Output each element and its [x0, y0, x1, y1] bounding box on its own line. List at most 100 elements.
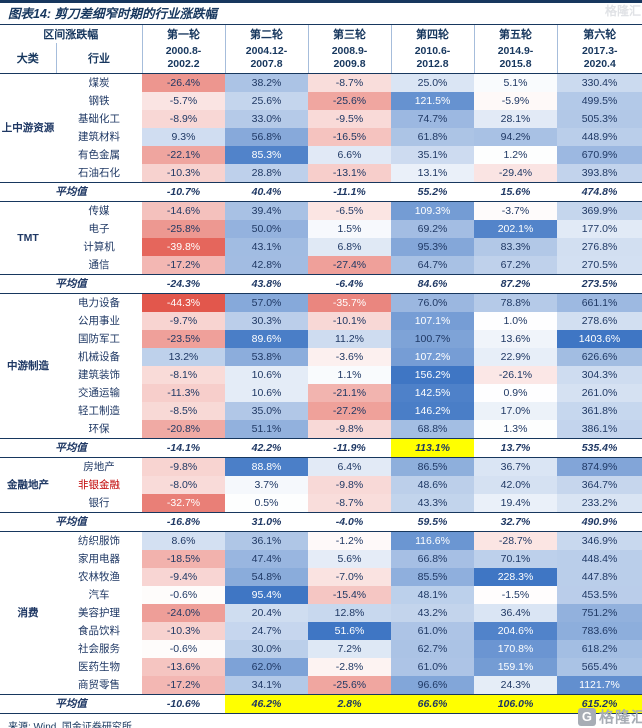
average-value-cell: 43.8%: [225, 273, 308, 294]
industry-label-cell: 交通运输: [78, 386, 120, 399]
average-row: 平均值 -10.7% 40.4% -11.1% 55.2% 15.6% 474.8%: [0, 181, 642, 202]
value-cell: 48.1%: [391, 585, 474, 604]
industry-label-cell: 煤炭: [88, 76, 110, 89]
value-cell: -8.0%: [142, 475, 225, 494]
value-cell: 20.4%: [225, 603, 308, 622]
value-cell: 346.9%: [557, 531, 642, 550]
category-cell: 消费: [17, 606, 39, 619]
industry-label-cell: 商贸零售: [78, 678, 120, 691]
value-cell: 202.1%: [474, 219, 557, 238]
value-cell: 393.8%: [557, 163, 642, 182]
average-value-cell: -11.9%: [308, 437, 391, 458]
average-value-cell: -10.6%: [142, 693, 225, 714]
value-cell: -28.7%: [474, 531, 557, 550]
value-cell: 89.6%: [225, 329, 308, 348]
value-cell: 39.4%: [225, 201, 308, 220]
table-header: 区间涨跌幅 第一轮 第二轮 第三轮 第四轮 第五轮 第六轮 大类 行业 2000.8- 2…: [0, 25, 642, 74]
value-cell: 61.8%: [391, 127, 474, 146]
average-value-cell: 106.0%: [474, 693, 557, 714]
value-cell: -24.0%: [142, 603, 225, 622]
value-cell: 85.3%: [225, 145, 308, 164]
average-value-cell: -6.4%: [308, 273, 391, 294]
value-cell: -35.7%: [308, 293, 391, 312]
industry-row: 钢铁 -5.7% 25.6% -25.6% 121.5% -5.9% 499.5%: [0, 91, 642, 110]
value-cell: 751.2%: [557, 603, 642, 622]
value-cell: -25.6%: [308, 91, 391, 110]
value-cell: 50.0%: [225, 219, 308, 238]
average-label-cell: 平均值: [0, 511, 142, 532]
value-cell: 6.6%: [308, 145, 391, 164]
source-note: 来源: Wind, 国金证券研究所: [8, 721, 132, 728]
value-cell: 100.7%: [391, 329, 474, 348]
average-value-cell: -16.8%: [142, 511, 225, 532]
value-cell: 107.2%: [391, 347, 474, 366]
industry-row: 消费 纺织服饰 8.6% 36.1% -1.2% 116.6% -28.7% 346.9%: [0, 531, 642, 619]
value-cell: 74.7%: [391, 109, 474, 128]
value-cell: -17.2%: [142, 255, 225, 274]
value-cell: -10.3%: [142, 163, 225, 182]
value-cell: -1.5%: [474, 585, 557, 604]
value-cell: 38.2%: [225, 73, 308, 92]
value-cell: 1.5%: [308, 219, 391, 238]
value-cell: 35.0%: [225, 401, 308, 420]
value-cell: 142.5%: [391, 383, 474, 402]
average-value-cell: 31.0%: [225, 511, 308, 532]
value-cell: -7.0%: [308, 567, 391, 586]
gelonghui-watermark: G 格隆汇: [577, 706, 642, 727]
round-name-header: 第一轮: [141, 25, 225, 43]
value-cell: -9.8%: [142, 457, 225, 476]
title-top-rule: [0, 0, 642, 3]
value-cell: -11.3%: [142, 383, 225, 402]
value-cell: 159.1%: [474, 657, 557, 676]
value-cell: 43.3%: [391, 493, 474, 512]
value-cell: 565.4%: [557, 657, 642, 676]
value-cell: 0.5%: [225, 493, 308, 512]
round-name-header: 第四轮: [390, 25, 474, 43]
average-value-cell: 59.5%: [391, 511, 474, 532]
value-cell: 62.0%: [225, 657, 308, 676]
average-value-cell: -10.7%: [142, 181, 225, 202]
value-cell: -39.8%: [142, 237, 225, 256]
industry-label-cell: 房地产: [83, 460, 115, 473]
average-label-cell: 平均值: [0, 437, 142, 458]
value-cell: 24.7%: [225, 621, 308, 640]
average-value-cell: 40.4%: [225, 181, 308, 202]
value-cell: 69.2%: [391, 219, 474, 238]
industry-row: 机械设备 13.2% 53.8% -3.6% 107.2% 22.9% 626.6%: [0, 347, 642, 366]
industry-heatmap-table: 区间涨跌幅 第一轮 第二轮 第三轮 第四轮 第五轮 第六轮 大类 行业 2000.8- 2…: [0, 25, 642, 714]
average-label-cell: 平均值: [0, 273, 142, 294]
value-cell: 304.3%: [557, 365, 642, 384]
industry-column-header: 行业: [55, 43, 142, 74]
average-value-cell: 32.7%: [474, 511, 557, 532]
round-name-header: 第五轮: [473, 25, 557, 43]
industry-row: 通信 -17.2% 42.8% -27.4% 64.7% 67.2% 270.5%: [0, 255, 642, 274]
value-cell: 83.3%: [474, 237, 557, 256]
round-period-header: 2004.12- 2007.8: [224, 43, 308, 74]
value-cell: -26.4%: [142, 73, 225, 92]
value-cell: 66.8%: [391, 549, 474, 568]
average-row: 平均值 -10.6% 46.2% 2.8% 66.6% 106.0% 615.2%: [0, 693, 642, 714]
value-cell: 34.1%: [225, 675, 308, 694]
industry-label-cell: 农林牧渔: [78, 570, 120, 583]
value-cell: 276.8%: [557, 237, 642, 256]
value-cell: 156.2%: [391, 365, 474, 384]
industry-label-cell: 钢铁: [88, 94, 110, 107]
value-cell: -22.1%: [142, 145, 225, 164]
value-cell: -3.6%: [308, 347, 391, 366]
industry-row: 家用电器 -18.5% 47.4% 5.6% 66.8% 70.1% 448.4%: [0, 549, 642, 568]
value-cell: 499.5%: [557, 91, 642, 110]
average-label-cell: 平均值: [0, 181, 142, 202]
value-cell: 874.9%: [557, 457, 642, 476]
average-value-cell: -11.1%: [308, 181, 391, 202]
value-cell: 53.8%: [225, 347, 308, 366]
value-cell: 107.1%: [391, 311, 474, 330]
value-cell: 86.5%: [391, 457, 474, 476]
value-cell: 42.8%: [225, 255, 308, 274]
value-cell: 30.0%: [225, 639, 308, 658]
industry-label-cell: 电子: [88, 222, 110, 235]
value-cell: 42.0%: [474, 475, 557, 494]
value-cell: 47.4%: [225, 549, 308, 568]
value-cell: 233.2%: [557, 493, 642, 512]
average-value-cell: -14.1%: [142, 437, 225, 458]
average-value-cell: 87.2%: [474, 273, 557, 294]
